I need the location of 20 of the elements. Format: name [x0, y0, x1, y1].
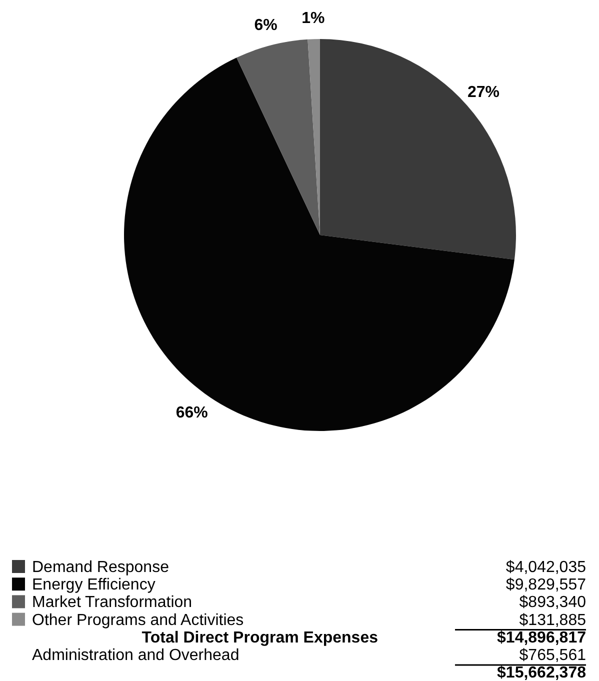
- legend-label: Other Programs and Activities: [32, 612, 244, 629]
- pie-slice: [320, 39, 516, 260]
- pie-slice: [236, 39, 320, 235]
- text: $893,340: [519, 594, 586, 612]
- data-label: 6%: [254, 16, 278, 34]
- text: Administration and Overhead: [32, 647, 240, 664]
- text: $9,829,557: [506, 576, 586, 594]
- text: $131,885: [519, 612, 586, 629]
- legend-label: Market Transformation: [32, 594, 192, 612]
- data-label: 66%: [176, 404, 208, 422]
- text: $14,896,817: [497, 629, 586, 646]
- pie-slice: [124, 58, 514, 431]
- text: $765,561: [519, 647, 586, 664]
- legend-label: Demand Response: [32, 559, 170, 576]
- text: $4,042,035: [506, 559, 586, 576]
- data-label: 27%: [468, 84, 500, 101]
- data-label: 1%: [302, 10, 325, 28]
- text: $15,662,378: [497, 664, 586, 681]
- legend-label: Energy Efficiency: [32, 576, 156, 594]
- text: Total Direct Program Expenses: [142, 629, 378, 646]
